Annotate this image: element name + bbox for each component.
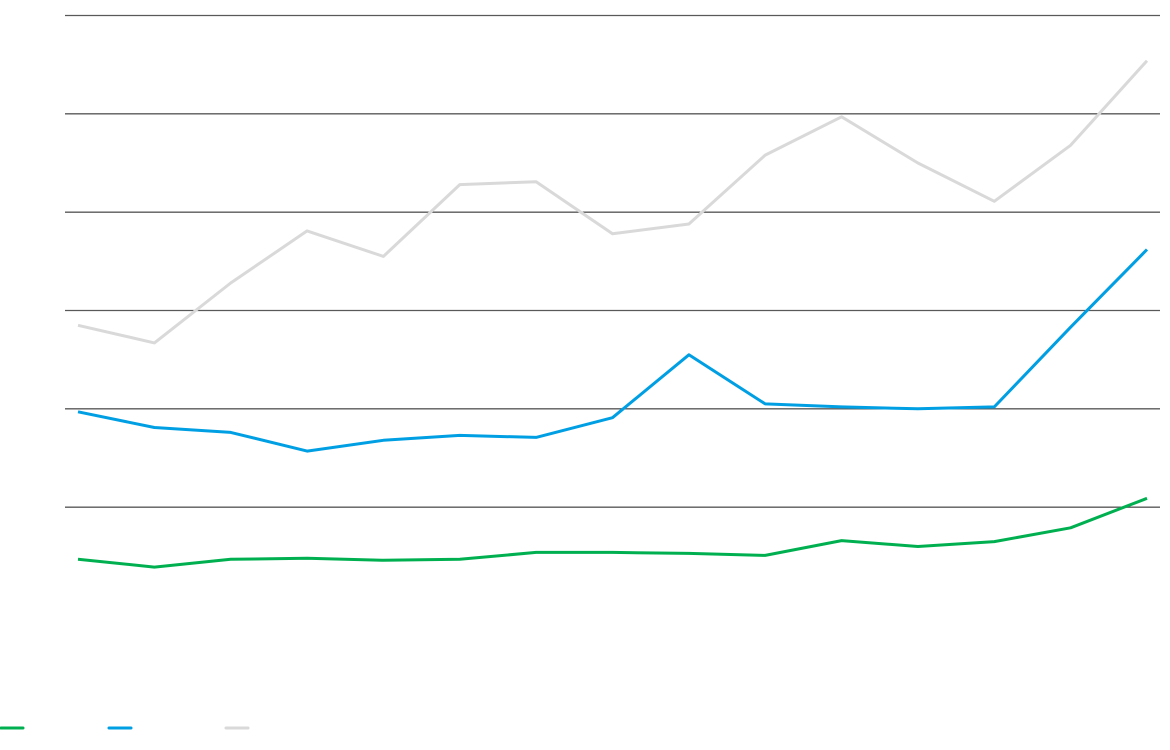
series-line-1 (77, 496, 1148, 569)
series-line-3 (77, 59, 1149, 345)
series-line-2 (77, 248, 1149, 453)
